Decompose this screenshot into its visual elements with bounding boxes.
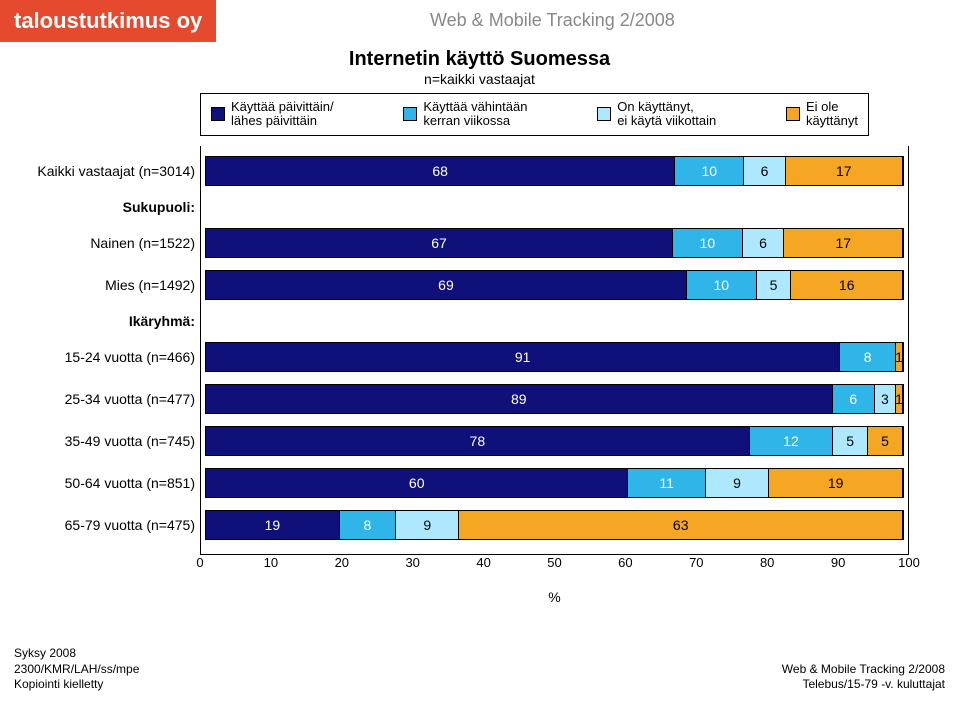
stacked-bar: 9181 [205, 342, 904, 372]
footer-line: Telebus/15-79 -v. kuluttajat [782, 677, 945, 693]
axis-tick: 40 [476, 555, 490, 570]
axis-tick: 70 [689, 555, 703, 570]
legend-item: On käyttänyt,ei käytä viikottain [597, 100, 716, 129]
axis-tick: 30 [405, 555, 419, 570]
section-label: Ikäryhmä: [31, 313, 195, 329]
axis-tick: 0 [196, 555, 203, 570]
bar-segment: 3 [875, 385, 896, 413]
bar-label: 15-24 vuotta (n=466) [31, 349, 195, 365]
bar-segment: 10 [687, 271, 757, 299]
bar-segment: 11 [628, 469, 705, 497]
footer-line: 2300/KMR/LAH/ss/mpe [14, 662, 139, 678]
bar-row: Nainen (n=1522)6710617 [201, 222, 908, 264]
bar-label: 25-34 vuotta (n=477) [31, 391, 195, 407]
x-axis-label: % [200, 589, 909, 605]
bar-segment: 60 [206, 469, 628, 497]
stacked-bar: 6910516 [205, 270, 904, 300]
bar-segment: 5 [868, 427, 903, 455]
bar-segment: 69 [206, 271, 687, 299]
legend: Käyttää päivittäin/lähes päivittäin Käytt… [200, 93, 869, 136]
bar-segment: 5 [757, 271, 792, 299]
chart-subtitle: n=kaikki vastaajat [0, 71, 959, 87]
bar-segment: 17 [786, 157, 903, 185]
bar-segment: 8 [340, 511, 396, 539]
bar-label: Kaikki vastaajat (n=3014) [31, 163, 195, 179]
section-row: Sukupuoli: [201, 192, 908, 222]
footer-line: Kopiointi kielletty [14, 677, 139, 693]
bar-segment: 6 [743, 229, 785, 257]
bar-segment: 67 [206, 229, 673, 257]
chart-title: Internetin käyttö Suomessa [0, 48, 959, 71]
stacked-bar: 6011919 [205, 468, 904, 498]
bar-row: Mies (n=1492)6910516 [201, 264, 908, 306]
axis-tick: 100 [898, 555, 920, 570]
stacked-bar: 6810617 [205, 156, 904, 186]
axis-tick: 80 [760, 555, 774, 570]
legend-label: Ei olekäyttänyt [806, 100, 858, 129]
bar-label: Nainen (n=1522) [31, 235, 195, 251]
bar-segment: 19 [206, 511, 340, 539]
bar-row: 50-64 vuotta (n=851)6011919 [201, 462, 908, 504]
bar-segment: 5 [833, 427, 868, 455]
bar-segment: 17 [784, 229, 902, 257]
bar-row: 35-49 vuotta (n=745)781255 [201, 420, 908, 462]
stacked-bar: 198963 [205, 510, 904, 540]
bar-segment: 68 [206, 157, 675, 185]
bar-segment: 89 [206, 385, 833, 413]
legend-swatch [597, 107, 611, 121]
bar-segment: 6 [833, 385, 875, 413]
legend-item: Käyttää päivittäin/lähes päivittäin [211, 100, 334, 129]
bars-container: Kaikki vastaajat (n=3014)6810617Sukupuol… [200, 146, 909, 554]
bar-segment: 1 [896, 385, 903, 413]
bar-label: 50-64 vuotta (n=851) [31, 475, 195, 491]
bar-segment: 8 [840, 343, 896, 371]
axis-tick: 50 [547, 555, 561, 570]
axis-tick: 90 [831, 555, 845, 570]
footer-left: Syksy 20082300/KMR/LAH/ss/mpeKopiointi k… [14, 646, 139, 693]
bar-segment: 19 [769, 469, 903, 497]
bar-segment: 12 [750, 427, 834, 455]
footer-line: Web & Mobile Tracking 2/2008 [782, 662, 945, 678]
x-axis: 0102030405060708090100 [200, 555, 909, 573]
legend-item: Käyttää vähintäänkerran viikossa [403, 100, 527, 129]
footer-right: Web & Mobile Tracking 2/2008Telebus/15-7… [782, 662, 945, 693]
legend-swatch [211, 107, 225, 121]
bar-label: 65-79 vuotta (n=475) [31, 517, 195, 533]
footer-line: Syksy 2008 [14, 646, 139, 662]
logo-bar: taloustutkimus oy [0, 0, 216, 42]
legend-item: Ei olekäyttänyt [786, 100, 858, 129]
bar-segment: 9 [706, 469, 769, 497]
stacked-bar: 89631 [205, 384, 904, 414]
bar-row: 65-79 vuotta (n=475)198963 [201, 504, 908, 546]
bar-label: Mies (n=1492) [31, 277, 195, 293]
bar-segment: 9 [396, 511, 459, 539]
bar-segment: 6 [744, 157, 785, 185]
section-row: Ikäryhmä: [201, 306, 908, 336]
bar-segment: 16 [791, 271, 903, 299]
bar-segment: 91 [206, 343, 840, 371]
axis-tick: 20 [335, 555, 349, 570]
bar-segment: 10 [673, 229, 743, 257]
stacked-bar: 6710617 [205, 228, 904, 258]
bar-row: Kaikki vastaajat (n=3014)6810617 [201, 150, 908, 192]
legend-label: Käyttää vähintäänkerran viikossa [423, 100, 527, 129]
section-label: Sukupuoli: [31, 199, 195, 215]
bar-row: 25-34 vuotta (n=477)89631 [201, 378, 908, 420]
header-text: Web & Mobile Tracking 2/2008 [430, 10, 675, 31]
bar-label: 35-49 vuotta (n=745) [31, 433, 195, 449]
legend-swatch [786, 107, 800, 121]
axis-tick: 60 [618, 555, 632, 570]
bar-segment: 63 [459, 511, 903, 539]
legend-label: Käyttää päivittäin/lähes päivittäin [231, 100, 334, 129]
axis-tick: 10 [264, 555, 278, 570]
legend-label: On käyttänyt,ei käytä viikottain [617, 100, 716, 129]
bar-segment: 1 [896, 343, 903, 371]
bar-segment: 10 [675, 157, 744, 185]
chart: Kaikki vastaajat (n=3014)6810617Sukupuol… [30, 146, 909, 605]
legend-swatch [403, 107, 417, 121]
title-block: Internetin käyttö Suomessa n=kaikki vast… [0, 48, 959, 87]
bar-row: 15-24 vuotta (n=466)9181 [201, 336, 908, 378]
stacked-bar: 781255 [205, 426, 904, 456]
bar-segment: 78 [206, 427, 750, 455]
